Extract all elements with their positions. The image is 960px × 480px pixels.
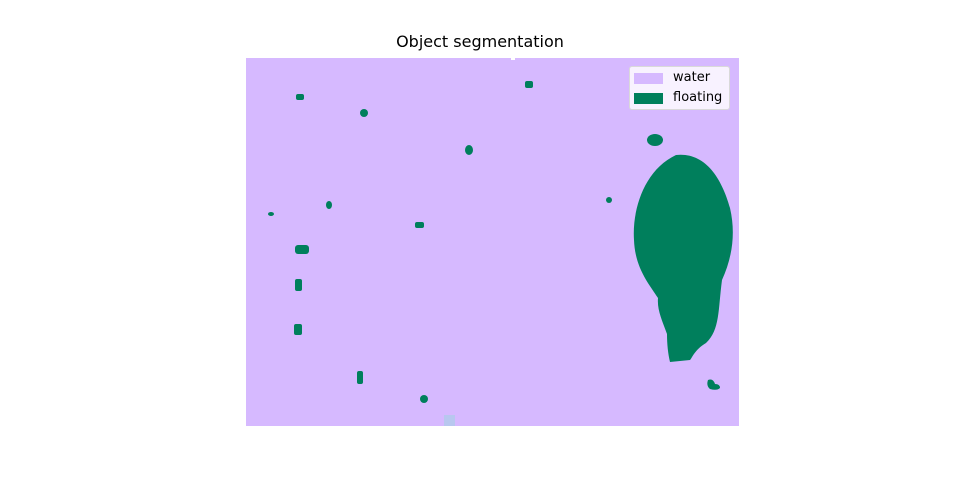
floating-object [357, 371, 363, 384]
segmentation-map [246, 58, 739, 426]
floating-object [295, 245, 309, 254]
floating-object [294, 324, 302, 335]
floating-object [360, 109, 368, 117]
floating-object [420, 395, 428, 403]
floating-object [326, 201, 332, 209]
floating-object [606, 197, 612, 203]
floating-object [707, 379, 720, 390]
legend-item-floating: floating [634, 89, 722, 107]
floating-object-large [633, 154, 733, 362]
figure-title: Object segmentation [396, 32, 564, 51]
floating-object [465, 145, 473, 155]
legend-swatch-floating [634, 92, 663, 104]
legend-label-water: water [673, 70, 711, 85]
floating-objects [268, 81, 733, 403]
edge-artifact [444, 415, 455, 426]
floating-object [295, 279, 302, 291]
edge-artifact [511, 58, 515, 60]
legend: water floating [629, 66, 730, 110]
legend-label-floating: floating [673, 90, 723, 105]
floating-object [296, 94, 304, 100]
legend-item-water: water [634, 69, 710, 87]
legend-swatch-water [634, 72, 663, 84]
floating-object [525, 81, 533, 88]
floating-object [647, 134, 663, 146]
floating-object [415, 222, 424, 228]
floating-object [268, 212, 274, 216]
